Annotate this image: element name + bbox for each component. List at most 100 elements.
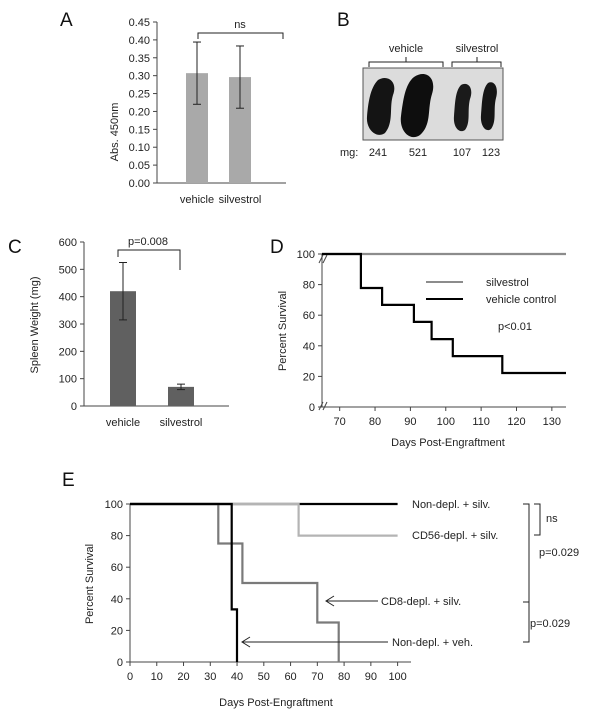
c-y-tick-label: 100	[59, 374, 77, 386]
c-y-tick-label: 300	[59, 319, 77, 331]
panel-a-ns-label: ns	[234, 19, 246, 31]
e-y-tick-label: 40	[111, 594, 123, 606]
a-y-tick-label: 0.20	[129, 106, 150, 118]
e-series-line-2	[130, 502, 340, 662]
label-cd8-silv: CD8-depl. + silv.	[381, 596, 461, 608]
d-y-tick-label: 0	[309, 402, 315, 414]
panel-d-chart: D Percent Survival Days Post-Engraftment…	[270, 237, 566, 449]
panel-c-chart: C Spleen Weight (mg) 0 100 200 300 400 500 600…	[8, 236, 229, 429]
c-y-tick-label: 600	[59, 237, 77, 249]
panel-d-p-label: p<0.01	[498, 321, 532, 333]
panel-a-chart: A Abs. 450nm 0.00 0.05 0.10 0.15 0.20 0.25 0.3…	[60, 10, 286, 206]
d-axis-break	[318, 254, 328, 264]
bracket-p1-label: p=0.029	[539, 547, 579, 559]
panel-d-ylabel: Percent Survival	[277, 291, 289, 371]
e-x-tick-label: 30	[204, 671, 216, 683]
d-y-tick-label: 100	[297, 249, 315, 261]
d-y-tick-label: 80	[303, 280, 315, 292]
weight-silvestrol-1: 107	[453, 147, 471, 159]
panel-a-bars	[186, 41, 251, 183]
d-x-tick-label: 70	[334, 416, 346, 428]
silvestrol-group-label: silvestrol	[456, 43, 499, 55]
c-x-label-vehicle: vehicle	[106, 417, 140, 429]
panel-e-letter: E	[62, 470, 75, 491]
c-y-tick-label: 0	[71, 401, 77, 413]
silvestrol-group-bracket	[451, 57, 502, 67]
e-x-tick-label: 0	[127, 671, 133, 683]
d-axis-break	[318, 401, 328, 411]
bracket-ns-label: ns	[546, 513, 558, 525]
d-x-tick-label: 80	[369, 416, 381, 428]
panel-a-significance-bracket: ns	[197, 19, 284, 39]
vehicle-group-bracket	[368, 57, 444, 67]
bracket-p2-label: p=0.029	[530, 618, 570, 630]
panel-c-significance-bracket: p=0.008	[117, 236, 181, 270]
d-x-tick-label: 90	[404, 416, 416, 428]
e-x-tick-label: 100	[388, 671, 406, 683]
d-x-tick-label: 110	[472, 416, 490, 428]
a-y-tick-label: 0.15	[129, 124, 150, 136]
c-bar-silvestrol	[168, 386, 194, 406]
d-series-line-1	[322, 252, 566, 375]
panel-c-y-axis: 0 100 200 300 400 500 600	[59, 237, 229, 413]
arrow-cd8	[325, 595, 378, 607]
e-x-tick-label: 70	[311, 671, 323, 683]
e-x-tick-label: 80	[338, 671, 350, 683]
d-x-tick-label: 130	[543, 416, 561, 428]
c-y-tick-label: 200	[59, 346, 77, 358]
vehicle-group-label: vehicle	[389, 43, 423, 55]
panel-e-significance-brackets: ns p=0.029 p=0.029	[523, 503, 579, 643]
e-series-line-3	[130, 502, 239, 662]
a-y-tick-label: 0.45	[129, 17, 150, 29]
bracket-p1	[523, 503, 530, 603]
e-x-tick-label: 50	[258, 671, 270, 683]
spleen-silvestrol-1	[453, 83, 472, 132]
e-x-tick-label: 60	[284, 671, 296, 683]
panel-d-xlabel: Days Post-Engraftment	[391, 437, 505, 449]
e-y-tick-label: 60	[111, 562, 123, 574]
e-x-tick-label: 10	[151, 671, 163, 683]
e-y-tick-label: 100	[105, 499, 123, 511]
d-y-tick-label: 40	[303, 341, 315, 353]
panel-b-letter: B	[337, 10, 350, 31]
panel-a-ylabel: Abs. 450nm	[109, 103, 121, 162]
panel-e-chart: E Percent Survival Days Post-Engraftment…	[62, 470, 579, 709]
c-y-tick-label: 500	[59, 264, 77, 276]
spleen-images	[366, 74, 497, 138]
e-x-tick-label: 90	[365, 671, 377, 683]
e-y-tick-label: 20	[111, 625, 123, 637]
weight-silvestrol-2: 123	[482, 147, 500, 159]
mg-label: mg:	[340, 147, 358, 159]
label-nondepl-veh: Non-depl. + veh.	[392, 637, 473, 649]
d-x-tick-label: 120	[507, 416, 525, 428]
a-y-tick-label: 0.10	[129, 142, 150, 154]
weight-vehicle-2: 521	[409, 147, 427, 159]
panel-e-axes: 0 20 40 60 80 100 0 10 20 30 40 50 60 70 80 90 100	[105, 499, 411, 683]
weight-vehicle-1: 241	[369, 147, 387, 159]
a-y-tick-label: 0.05	[129, 160, 150, 172]
e-series-line-1	[130, 502, 398, 537]
arrow-nondepl-veh	[241, 636, 388, 648]
panel-a-y-axis: 0.00 0.05 0.10 0.15 0.20 0.25 0.30 0.35 0.40 0.45	[129, 17, 286, 190]
e-x-tick-label: 40	[231, 671, 243, 683]
a-y-tick-label: 0.35	[129, 53, 150, 65]
a-y-tick-label: 0.25	[129, 89, 150, 101]
panel-d-axes: 0 20 40 60 80 100 70 80 90 100 110 120 130	[297, 249, 566, 428]
spleen-silvestrol-2	[480, 82, 497, 131]
d-x-tick-label: 100	[437, 416, 455, 428]
panel-c-x-labels: vehicle silvestrol	[106, 417, 203, 429]
label-nondepl-silv: Non-depl. + silv.	[412, 499, 490, 511]
panel-a-letter: A	[60, 10, 73, 31]
spleen-vehicle-1	[366, 77, 395, 135]
panel-b-spleen-photo: B vehicle silvestrol mg: 241 521 107 123	[337, 10, 504, 159]
panel-a-x-labels: vehicle silvestrol	[180, 194, 262, 206]
e-x-tick-label: 20	[177, 671, 189, 683]
d-y-tick-label: 60	[303, 310, 315, 322]
panel-e-series-labels: Non-depl. + silv. CD56-depl. + silv. CD8…	[241, 499, 498, 649]
panel-e-survival-lines	[130, 502, 398, 662]
a-y-tick-label: 0.40	[129, 35, 150, 47]
a-y-tick-label: 0.30	[129, 71, 150, 83]
panel-c-bars	[110, 262, 194, 406]
e-y-tick-label: 0	[117, 657, 123, 669]
spleen-vehicle-2	[400, 74, 434, 138]
